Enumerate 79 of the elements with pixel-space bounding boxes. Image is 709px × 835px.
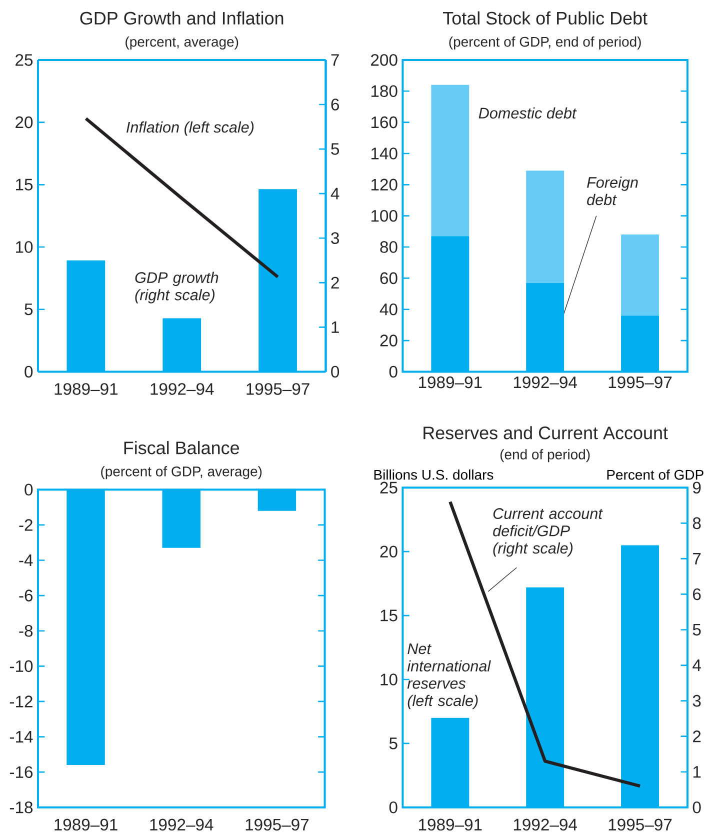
chart-title: Total Stock of Public Debt [442,11,648,25]
y-tick-label: -2 [18,519,32,531]
y2-tick-label: 5 [692,624,701,636]
y2-tick-label: 3 [330,232,339,244]
y2-tick-label: 5 [330,143,339,155]
y2-tick-label: 1 [332,321,339,333]
x-tick-label: 1989–91 [418,818,482,831]
y-tick-label: 120 [371,178,398,191]
y-tick-label: 140 [371,148,398,160]
chart-subtitle: (percent of GDP, end of period) [449,36,641,50]
y-tick-label: -18 [10,802,32,814]
x-tick-label: 1995–97 [246,818,308,831]
chart-subtitle: (percent, average) [125,36,238,50]
chart-subtitle: (end of period) [500,449,590,462]
y-tick-label: 40 [380,303,398,316]
y-tick-label: -6 [18,590,32,602]
text: Foreign debt [586,176,638,206]
y2-tick-label: 8 [692,517,701,530]
y-tick-label: 10 [16,241,32,253]
y-tick-label: -8 [18,624,32,637]
x-tick-label: 1995–97 [246,383,310,395]
y2-tick-label: 6 [331,98,339,110]
y-tick-label: 20 [380,334,398,346]
y-tick-label: 160 [371,116,398,128]
y-tick-label: 5 [24,304,32,316]
x-tick-label: 1992–94 [150,383,214,395]
y2-tick-label: 9 [692,482,700,494]
x-tick-label: 1992–94 [514,376,577,388]
legend-label: Net international reserves (left scale) [407,643,491,710]
series-label: Domestic debt [478,107,577,119]
y2-tick-label: 2 [331,276,339,288]
chart-title: Reserves and Current Account [423,426,668,440]
chart-title: GDP Growth and Inflation [80,11,283,25]
y-tick-label: 80 [380,241,398,253]
y2-tick-label: 0 [330,366,339,378]
x-tick-label: 1989–91 [54,383,118,395]
y2-tick-label: 2 [692,730,700,742]
x-tick-label: 1995–97 [608,818,672,831]
x-tick-label: 1992–94 [514,818,577,831]
y2-axis-title: Percent of GDP [607,469,704,480]
y-tick-label: 0 [389,366,398,378]
y-tick-label: -4 [18,554,33,566]
y-tick-label: -10 [10,660,32,672]
x-tick-label: 1989–91 [54,818,118,831]
x-tick-label: 1989–91 [418,376,482,388]
y-tick-label: 180 [371,85,398,98]
y2-tick-label: 1 [693,766,700,778]
y2-tick-label: 4 [692,660,701,672]
y-tick-label: -16 [10,766,32,778]
series-label: GDP growth (right scale) [135,272,218,304]
x-tick-label: 1995–97 [608,376,672,388]
y-tick-label: -12 [10,696,32,708]
y2-tick-label: 4 [330,188,340,200]
y-tick-label: 25 [15,54,32,66]
x-tick-label: 1992–94 [150,818,214,831]
y-tick-label: 15 [380,610,398,622]
y-tick-label: 100 [371,210,398,222]
y-tick-label: 0 [24,484,32,496]
y-tick-label: 5 [389,738,398,750]
y-tick-label: 20 [15,116,32,128]
y-tick-label: 20 [380,546,398,558]
chart-subtitle: (percent of GDP, average) [100,466,262,480]
y-tick-label: 25 [380,482,398,494]
y2-tick-label: 7 [331,54,339,66]
y-tick-label: 0 [389,802,398,814]
y-tick-label: -14 [10,731,33,743]
y2-tick-label: 3 [692,694,700,707]
series-label: Inflation (left scale) [126,121,254,136]
y2-tick-label: 7 [692,552,700,564]
y-tick-label: 200 [370,54,398,66]
y-tick-label: 10 [380,674,398,686]
y-axis-title: Billions U.S. dollars [374,469,493,480]
y-tick-label: 0 [24,366,32,378]
y2-tick-label: 0 [692,802,701,814]
y2-tick-label: 6 [692,588,700,600]
series-label: Current account deficit/GDP (right scale) [492,508,603,557]
chart-title: Fiscal Balance [124,441,239,454]
y-tick-label: 60 [380,272,398,284]
y-tick-label: 15 [16,178,32,190]
